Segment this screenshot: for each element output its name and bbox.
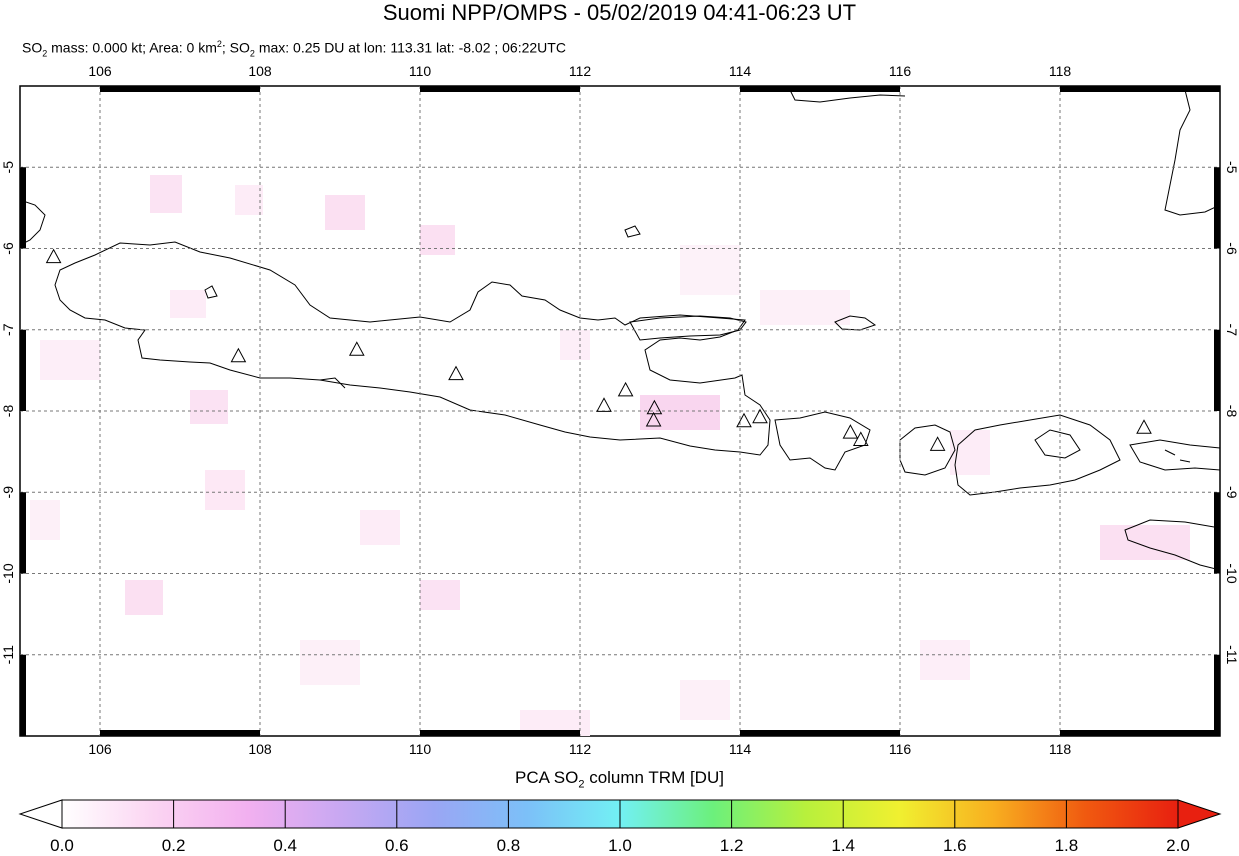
lon-label-bottom: 110 (409, 741, 432, 757)
lat-label-right: -9 (1224, 486, 1239, 499)
frame-bar-bottom (1060, 730, 1220, 736)
lat-label-left: -11 (0, 645, 16, 664)
volcano-triangle-icon (45, 248, 62, 264)
volcano-triangle-icon (617, 381, 634, 397)
lon-label-top: 106 (88, 63, 112, 79)
colorbar (18, 799, 1222, 829)
lat-label-left: -9 (0, 486, 16, 499)
so2-stats-line: SO2 mass: 0.000 kt; Area: 0 km2; SO2 max… (22, 39, 566, 59)
graticule (20, 86, 1220, 736)
frame-bar-right (1214, 492, 1220, 574)
colorbar-tick-label: 2.0 (1166, 836, 1190, 855)
frame-bar-left (20, 654, 26, 736)
lon-label-top: 118 (1049, 63, 1072, 79)
volcano-triangle-icon (852, 431, 869, 446)
colorbar-tick-label: 0.2 (161, 836, 186, 855)
colorbar-tick-label: 1.2 (719, 836, 744, 855)
lat-label-left: -10 (0, 563, 16, 583)
sumbawa-coastline (954, 414, 1121, 496)
frame-bar-right (1214, 329, 1220, 411)
colorbar-tick-label: 1.6 (942, 836, 967, 855)
axis-labels: 106 106 108 108 110 110 112 112 114 114 116 116 118 1… (0, 63, 1239, 757)
coastlines (20, 89, 1220, 571)
colorbar-under-arrow (18, 799, 63, 829)
volcano-triangle-icon (645, 411, 662, 427)
lat-label-right: -6 (1224, 242, 1239, 255)
lon-label-bottom: 106 (88, 741, 112, 757)
map-title: Suomi NPP/OMPS - 05/02/2019 04:41-06:23 … (382, 0, 857, 25)
lat-label-right: -7 (1224, 324, 1239, 337)
volcano-markers (45, 248, 1152, 451)
lon-label-top: 108 (248, 63, 272, 79)
volcano-triangle-icon (596, 397, 612, 412)
bali-coastline (774, 411, 871, 471)
kalimantan-coast-north (789, 89, 906, 103)
lon-label-bottom: 108 (248, 741, 272, 757)
lombok-coastline (899, 424, 956, 476)
colorbar-title: PCA SO2 column TRM [DU] (515, 768, 724, 791)
lon-label-top: 112 (569, 63, 592, 79)
frame-bar-left (20, 167, 26, 249)
colorbar-over-arrow (1177, 799, 1222, 829)
volcano-triangle-icon (1136, 419, 1152, 434)
lat-label-left: -6 (0, 242, 16, 255)
flores-coastline (1129, 439, 1220, 471)
frame-bars (20, 86, 1220, 736)
sumbawa-bay (1034, 429, 1081, 459)
sumatra-tip (20, 199, 46, 246)
colorbar-tick-label: 0.4 (273, 836, 298, 855)
colorbar-tick-label: 1.8 (1054, 836, 1079, 855)
volcano-triangle-icon (448, 365, 464, 381)
lat-label-right: -11 (1224, 645, 1239, 664)
java-coastline (54, 241, 771, 456)
frame-bar-left (20, 329, 26, 411)
lon-label-bottom: 112 (569, 741, 592, 757)
volcano-triangle-icon (230, 347, 247, 363)
colorbar-tick-label: 0.6 (384, 836, 409, 855)
frame-bar-bottom (420, 730, 580, 736)
frame-bar-right (1214, 167, 1220, 249)
sumba-coastline (1124, 519, 1220, 571)
lat-label-right: -8 (1224, 405, 1239, 418)
lon-label-top: 110 (409, 63, 432, 79)
lat-label-left: -5 (0, 161, 16, 174)
volcano-triangle-icon (736, 412, 752, 428)
volcano-triangle-icon (752, 408, 768, 424)
lat-label-left: -7 (0, 323, 16, 336)
frame-bar-left (20, 492, 26, 574)
colorbar-tick-label: 0.0 (50, 836, 74, 855)
volcano-triangle-icon (842, 424, 859, 439)
frame-bar-top (420, 86, 580, 92)
lon-label-bottom: 116 (889, 741, 912, 757)
so2-pixels (30, 175, 1190, 736)
colorbar-tick-label: 1.4 (831, 836, 856, 855)
kangean-islands (834, 315, 877, 331)
frame-bar-bottom (740, 730, 900, 736)
lon-label-top: 116 (889, 63, 912, 79)
frame-bar-top (100, 86, 260, 92)
volcano-triangle-icon (929, 436, 946, 451)
frame-bar-right (1214, 654, 1220, 736)
volcano-triangle-icon (348, 341, 365, 356)
lon-label-top: 114 (729, 63, 752, 79)
borneo-coastline (1164, 89, 1220, 216)
lon-label-bottom: 114 (729, 741, 752, 757)
lat-label-right: -10 (1224, 563, 1239, 583)
frame-bar-bottom (100, 730, 260, 736)
lon-label-bottom: 118 (1049, 741, 1072, 757)
colorbar-tick-label: 1.0 (608, 836, 632, 855)
lat-label-left: -8 (0, 405, 16, 418)
lat-label-right: -5 (1224, 161, 1239, 174)
frame-bar-top (740, 86, 900, 92)
colorbar-tick-label: 0.8 (496, 836, 521, 855)
frame-bar-top (1060, 86, 1220, 92)
